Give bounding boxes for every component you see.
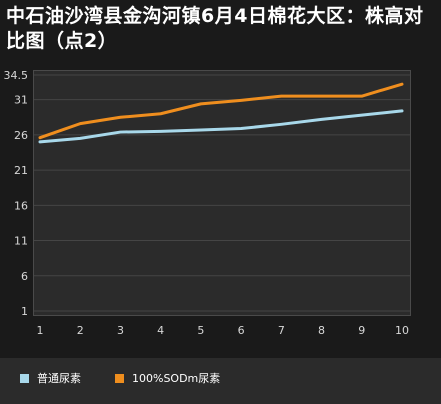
- x-tick-label-4: 5: [197, 324, 204, 337]
- x-tick-label-8: 9: [358, 324, 365, 337]
- chart-title: 中石油沙湾县金沟河镇6月4日棉花大区：株高对比图（点2）: [6, 5, 424, 52]
- y-tick-label-3: 16: [14, 199, 28, 212]
- x-tick-label-1: 2: [77, 324, 84, 337]
- series-line-1: [38, 109, 404, 144]
- x-tick-label-0: 1: [37, 324, 44, 337]
- y-tick-label-1: 6: [21, 270, 28, 283]
- series-line-2: [38, 82, 404, 140]
- legend-swatch-series-2: [115, 373, 124, 383]
- x-tick-label-6: 7: [278, 324, 285, 337]
- y-tick-label-4: 21: [14, 164, 28, 177]
- y-tick-label-2: 11: [14, 235, 28, 248]
- legend-item-series-2: 100%SODm尿素: [115, 370, 220, 386]
- plot-area: [33, 70, 411, 316]
- y-tick-label-6: 31: [14, 94, 28, 107]
- y-tick-label-7: 34.5: [4, 69, 29, 82]
- legend: 普通尿素 100%SODm尿素: [0, 358, 441, 404]
- y-tick-label-5: 26: [14, 129, 28, 142]
- legend-swatch-series-1: [20, 373, 29, 383]
- legend-label-series-1: 普通尿素: [37, 372, 81, 385]
- x-tick-label-5: 6: [238, 324, 245, 337]
- x-tick-label-2: 3: [117, 324, 124, 337]
- x-tick-label-7: 8: [318, 324, 325, 337]
- x-tick-label-9: 10: [395, 324, 409, 337]
- legend-label-series-2: 100%SODm尿素: [132, 372, 221, 385]
- y-tick-label-0: 1: [21, 305, 28, 318]
- x-tick-label-3: 4: [157, 324, 164, 337]
- legend-item-series-1: 普通尿素: [20, 370, 81, 386]
